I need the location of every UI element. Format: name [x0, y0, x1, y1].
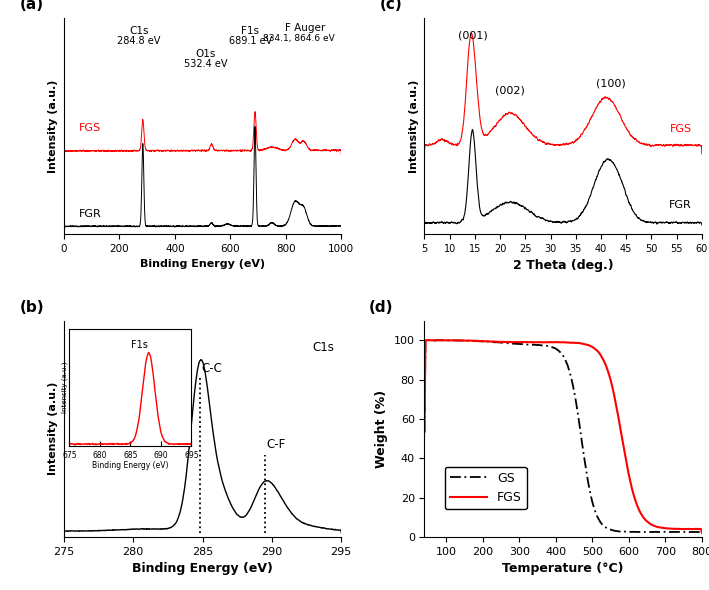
X-axis label: Binding Energy (eV): Binding Energy (eV) [140, 260, 265, 269]
Text: F Auger: F Auger [285, 23, 325, 33]
Text: O1s: O1s [195, 48, 216, 58]
Text: FGS: FGS [79, 123, 101, 133]
Y-axis label: Intensity (a.u.): Intensity (a.u.) [48, 382, 58, 476]
Text: C1s: C1s [129, 27, 148, 37]
Legend: GS, FGS: GS, FGS [445, 467, 527, 509]
Y-axis label: Weight (%): Weight (%) [375, 389, 389, 468]
Text: F1s: F1s [241, 27, 259, 37]
Text: (c): (c) [380, 0, 403, 12]
Text: (100): (100) [596, 78, 626, 88]
Text: FGR: FGR [669, 200, 692, 210]
Text: (001): (001) [457, 30, 487, 40]
Text: C-C: C-C [201, 362, 222, 375]
X-axis label: Temperature (°C): Temperature (°C) [503, 562, 624, 575]
Text: (a): (a) [19, 0, 43, 12]
Text: 532.4 eV: 532.4 eV [184, 58, 227, 68]
Text: (d): (d) [369, 300, 393, 315]
Text: (b): (b) [19, 300, 44, 315]
Text: (002): (002) [496, 86, 525, 96]
Text: 834.1, 864.6 eV: 834.1, 864.6 eV [264, 34, 335, 43]
Text: C-F: C-F [267, 438, 286, 451]
Text: FGR: FGR [79, 209, 102, 219]
Text: 284.8 eV: 284.8 eV [117, 37, 160, 47]
Y-axis label: Intensity (a.u.): Intensity (a.u.) [409, 79, 419, 172]
Text: 689.1 eV: 689.1 eV [228, 37, 272, 47]
Text: FGS: FGS [670, 123, 692, 133]
X-axis label: 2 Theta (deg.): 2 Theta (deg.) [513, 260, 613, 273]
Text: C1s: C1s [313, 340, 335, 354]
X-axis label: Binding Energy (eV): Binding Energy (eV) [132, 562, 273, 575]
Y-axis label: Intensity (a.u.): Intensity (a.u.) [48, 79, 58, 172]
